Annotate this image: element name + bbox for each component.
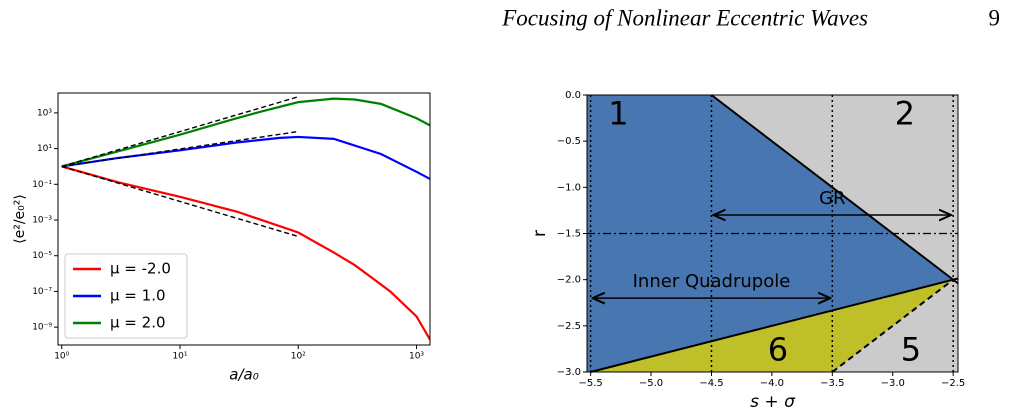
y-tick-label: 10⁻⁵ — [32, 251, 52, 261]
x-tick-label: −4.0 — [760, 378, 784, 389]
x-tick-label: −5.5 — [578, 378, 602, 389]
region-label: 6 — [768, 331, 788, 369]
legend-label: μ = -2.0 — [110, 260, 171, 278]
y-tick-label: 0.0 — [565, 90, 581, 101]
y-tick-label: −2.5 — [557, 321, 581, 332]
x-tick-label: 10³ — [409, 352, 424, 362]
x-tick-label: 10⁰ — [54, 352, 69, 362]
arrow-label: Inner Quadrupole — [633, 271, 791, 292]
x-axis-label: s + σ — [750, 392, 796, 412]
y-tick-label: −3.0 — [557, 367, 581, 378]
x-tick-label: −4.5 — [699, 378, 723, 389]
plot-frame — [57, 92, 431, 346]
boundary — [710, 94, 959, 285]
x-tick-label: 10² — [291, 352, 306, 362]
x-tick-label: −3.5 — [820, 378, 844, 389]
asymptote-line — [61, 165, 299, 238]
y-tick-label: −1.5 — [557, 229, 581, 240]
asymptote-line — [61, 130, 299, 168]
region-label: 2 — [895, 94, 915, 132]
running-title: Focusing of Nonlinear Eccentric Waves — [501, 5, 868, 30]
x-axis-label: a/a₀ — [229, 366, 258, 384]
y-tick-label: 10¹ — [37, 144, 52, 154]
region-label: 5 — [901, 331, 921, 369]
arrow-label: GR — [819, 188, 845, 209]
y-axis-label: r — [530, 230, 550, 237]
y-tick-label: 10⁻⁷ — [32, 287, 52, 297]
x-tick-label: −2.5 — [941, 378, 965, 389]
page-number: 9 — [989, 5, 1001, 30]
legend-label: μ = 1.0 — [110, 287, 166, 305]
asymptote-line — [61, 96, 299, 168]
series-line — [61, 165, 430, 341]
y-tick-label: 10⁻¹ — [32, 180, 52, 190]
legend-label: μ = 2.0 — [110, 314, 166, 332]
y-tick-label: −0.5 — [557, 136, 581, 147]
y-tick-label: 10³ — [37, 108, 52, 118]
region-label: 1 — [608, 94, 628, 132]
y-tick-label: 10⁻³ — [32, 216, 52, 226]
boundary — [590, 277, 959, 373]
y-axis-label: ⟨e²/e₀²⟩ — [12, 194, 28, 244]
boundary — [831, 278, 954, 373]
x-tick-label: −5.0 — [639, 378, 663, 389]
y-tick-label: −1.0 — [557, 182, 581, 193]
x-tick-label: 10¹ — [172, 352, 187, 362]
x-tick-label: −3.0 — [881, 378, 905, 389]
y-tick-label: −2.0 — [557, 275, 581, 286]
series-line — [61, 97, 430, 168]
y-tick-label: 10⁻⁹ — [32, 323, 52, 333]
series-line — [61, 135, 430, 180]
legend-box — [64, 253, 188, 339]
